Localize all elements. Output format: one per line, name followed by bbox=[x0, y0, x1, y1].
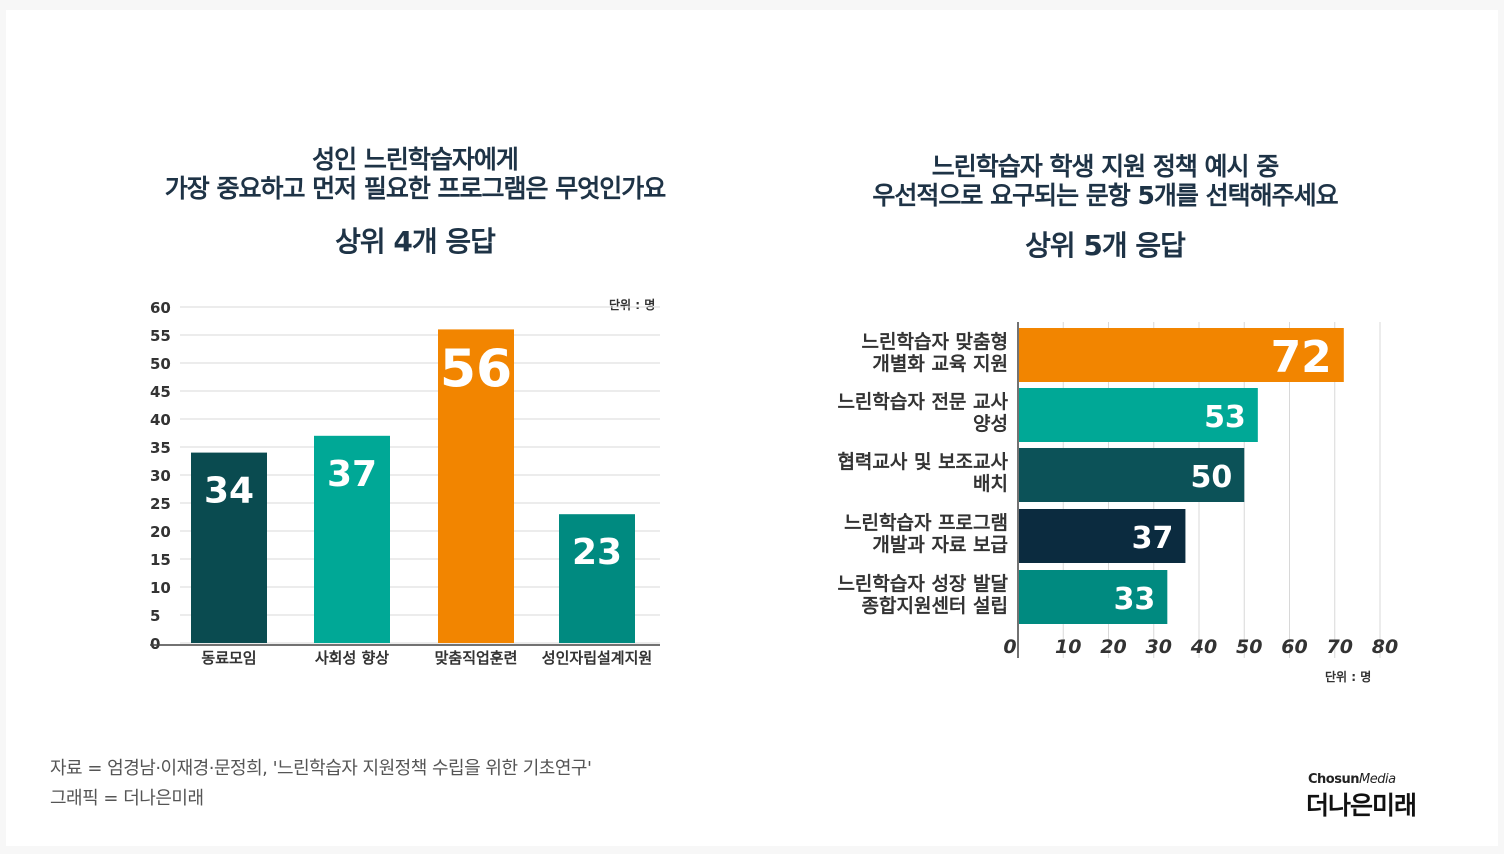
x-tick-label: 80 bbox=[1372, 636, 1398, 658]
bar bbox=[559, 514, 635, 643]
y-category-label-line1: 느린학습자 맞춤형 bbox=[862, 331, 1008, 353]
y-category-label-line1: 느린학습자 전문 교사 bbox=[837, 391, 1008, 413]
right-unit-label: 단위 : 명 bbox=[1325, 670, 1372, 684]
graphic-credit: 그래픽 = 더나은미래 bbox=[50, 788, 204, 809]
brand-publisher-bold: Chosun bbox=[1308, 772, 1359, 787]
y-tick-label: 35 bbox=[150, 439, 171, 457]
x-category-label: 동료모임 bbox=[201, 649, 256, 667]
bar bbox=[191, 452, 267, 643]
x-category-label: 맞춤직업훈련 bbox=[435, 649, 518, 667]
y-tick-label: 5 bbox=[150, 607, 160, 625]
right-chart-title: 느린학습자 학생 지원 정책 예시 중 우선적으로 요구되는 문항 5개를 선택… bbox=[830, 152, 1380, 210]
y-tick-label: 40 bbox=[150, 411, 171, 429]
bar-value-label: 53 bbox=[1204, 400, 1246, 435]
bar-value-label: 56 bbox=[440, 339, 512, 399]
y-tick-label: 30 bbox=[150, 467, 171, 485]
y-tick-label: 0 bbox=[150, 635, 160, 653]
bar bbox=[1019, 448, 1245, 502]
y-category-label-line2: 개발과 자료 보급 bbox=[872, 534, 1008, 556]
bar bbox=[1019, 509, 1186, 563]
bar bbox=[1019, 388, 1258, 442]
y-tick-label: 10 bbox=[150, 579, 171, 597]
brand-publisher-italic: Media bbox=[1358, 772, 1396, 787]
y-tick-label: 50 bbox=[150, 355, 171, 373]
y-category-label-line2: 양성 bbox=[973, 413, 1008, 435]
bar bbox=[1019, 328, 1344, 382]
bar-value-label: 23 bbox=[572, 532, 622, 573]
y-category-label-line1: 느린학습자 프로그램 bbox=[844, 512, 1008, 534]
y-tick-label: 45 bbox=[150, 383, 171, 401]
x-tick-label: 50 bbox=[1236, 636, 1262, 658]
x-category-label: 사회성 향상 bbox=[315, 649, 389, 667]
y-tick-label: 20 bbox=[150, 523, 171, 541]
bar-value-label: 37 bbox=[327, 454, 377, 495]
bar-value-label: 33 bbox=[1114, 582, 1156, 617]
bar-value-label: 72 bbox=[1271, 332, 1332, 383]
right-title-line-2: 우선적으로 요구되는 문항 5개를 선택해주세요 bbox=[872, 181, 1338, 210]
bar bbox=[1019, 570, 1168, 624]
bar bbox=[438, 329, 514, 643]
brand-logo: 더나은미래 bbox=[1306, 791, 1417, 820]
y-category-label-line2: 배치 bbox=[973, 473, 1008, 495]
y-category-label-line1: 협력교사 및 보조교사 bbox=[837, 451, 1008, 473]
y-category-label-line2: 종합지원센터 설립 bbox=[862, 595, 1008, 617]
bar bbox=[314, 435, 390, 643]
right-title-line-1: 느린학습자 학생 지원 정책 예시 중 bbox=[931, 152, 1280, 181]
x-tick-label: 40 bbox=[1190, 636, 1217, 658]
x-tick-label: 70 bbox=[1327, 636, 1353, 658]
left-chart-title: 성인 느린학습자에게 가장 중요하고 먼저 필요한 프로그램은 무엇인가요 bbox=[130, 145, 700, 203]
source-note: 자료 = 엄경남·이재경·문정희, '느린학습자 지원정책 수립을 위한 기초연… bbox=[50, 758, 592, 779]
x-tick-label: 10 bbox=[1055, 636, 1081, 658]
left-chart-subtitle: 상위 4개 응답 bbox=[335, 225, 496, 258]
left-bar-chart: 0 5 10 15 20 25 30 35 40 45 50 55 60 34 동료모임 37 사회성 향상 56… bbox=[150, 299, 660, 667]
brand-publisher: ChosunMedia bbox=[1308, 772, 1396, 787]
left-title-line-2: 가장 중요하고 먼저 필요한 프로그램은 무엇인가요 bbox=[164, 174, 667, 203]
y-category-label-line2: 개별화 교육 지원 bbox=[872, 353, 1008, 375]
y-tick-label: 25 bbox=[150, 495, 171, 513]
y-category-label-line1: 느린학습자 성장 발달 bbox=[837, 573, 1008, 595]
x-tick-label: 20 bbox=[1100, 636, 1126, 658]
x-tick-label: 60 bbox=[1281, 636, 1307, 658]
x-category-label: 성인자립설계지원 bbox=[542, 649, 652, 667]
left-unit-label: 단위 : 명 bbox=[609, 298, 656, 312]
bar-value-label: 50 bbox=[1191, 460, 1233, 495]
y-tick-label: 55 bbox=[150, 327, 171, 345]
bar-value-label: 34 bbox=[204, 471, 254, 512]
right-chart-subtitle: 상위 5개 응답 bbox=[1025, 229, 1186, 262]
x-tick-label: 0 bbox=[1003, 636, 1016, 658]
x-tick-label: 30 bbox=[1146, 636, 1172, 658]
left-title-line-1: 성인 느린학습자에게 bbox=[312, 145, 519, 174]
y-tick-label: 15 bbox=[150, 551, 171, 569]
bar-value-label: 37 bbox=[1132, 521, 1174, 556]
y-tick-label: 60 bbox=[150, 299, 171, 317]
